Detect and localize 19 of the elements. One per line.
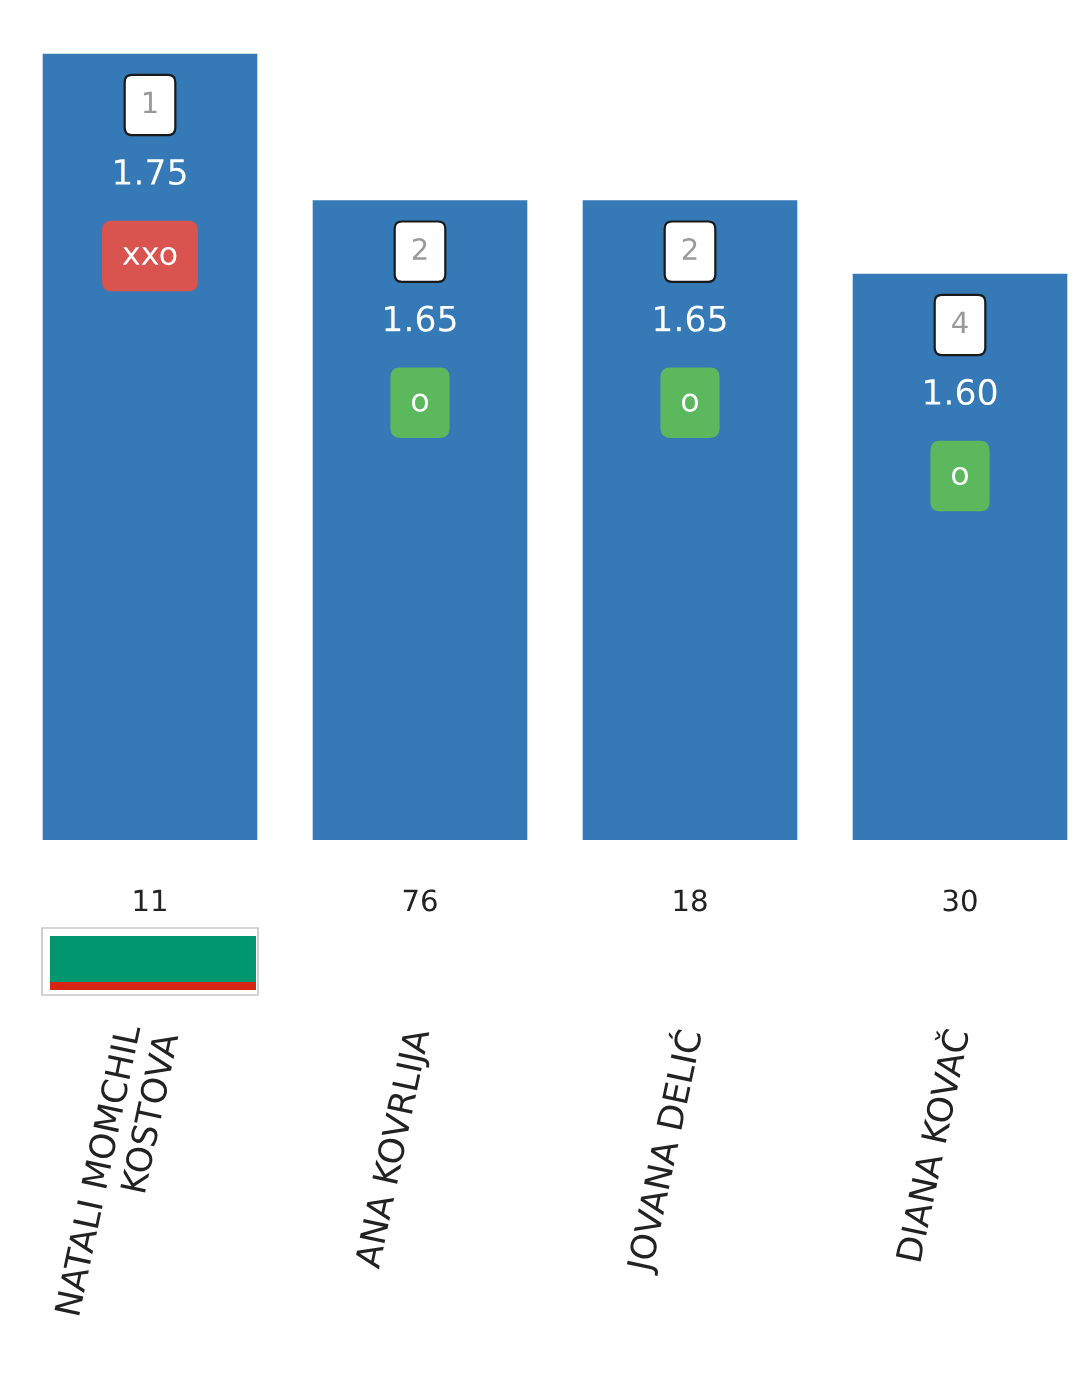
- data-label: 1.65: [385, 305, 456, 332]
- x-tick-label: JOVANA DELIĆ: [619, 1027, 709, 1276]
- annotation: 2: [682, 238, 697, 260]
- annotation: 1: [143, 91, 157, 114]
- annotation: o: [681, 393, 699, 412]
- x-tick-label: DIANA KOVAČ: [889, 1027, 970, 1262]
- annotation: xxo: [122, 246, 177, 266]
- annotation: o: [951, 466, 969, 486]
- annotation: 4: [952, 311, 968, 334]
- annotation: 30: [943, 889, 977, 912]
- annotation: 2: [412, 238, 427, 260]
- x-tick-label: ANA KOVRLIJA: [353, 1026, 437, 1271]
- annotation: 11: [134, 889, 166, 912]
- annotation: 76: [403, 889, 437, 912]
- annotation: 18: [674, 889, 707, 912]
- data-label: 1.60: [925, 378, 997, 406]
- data-label: 1.65: [655, 305, 726, 332]
- annotation: o: [411, 393, 429, 412]
- data-label: 1.75: [115, 159, 186, 186]
